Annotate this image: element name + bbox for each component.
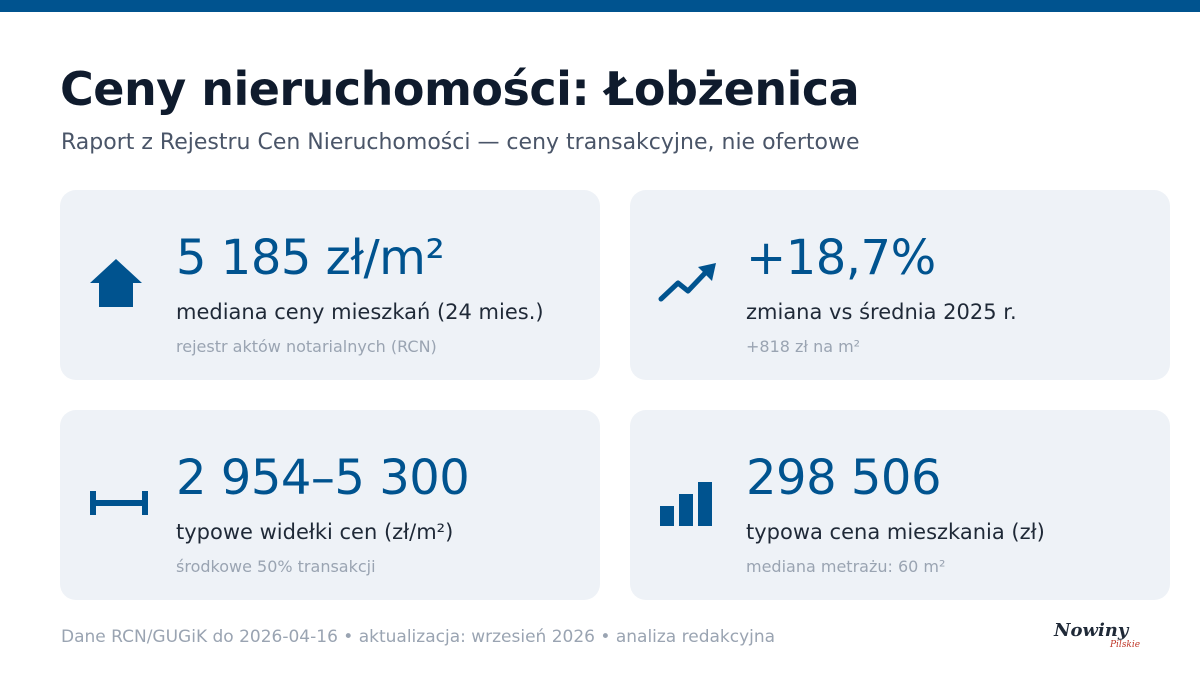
stat-value: +18,7% [746, 230, 936, 286]
publisher-logo: Nowiny Pilskie [1052, 620, 1144, 658]
stat-card-price-change: +18,7% zmiana vs średnia 2025 r. +818 zł… [630, 190, 1170, 380]
footer-source-note: Dane RCN/GUGiK do 2026-04-16 • aktualiza… [61, 627, 776, 647]
stat-note: +818 zł na m² [746, 337, 861, 356]
stat-label: typowa cena mieszkania (zł) [746, 520, 1045, 544]
range-icon [88, 488, 150, 522]
stat-note: środkowe 50% transakcji [176, 557, 376, 576]
top-accent-bar [0, 0, 1200, 12]
stat-note: rejestr aktów notarialnych (RCN) [176, 337, 437, 356]
logo-sub-text: Pilskie [1110, 640, 1141, 650]
logo-main-text: Nowiny [1054, 620, 1129, 641]
stat-card-median-price: 5 185 zł/m² mediana ceny mieszkań (24 mi… [60, 190, 600, 380]
stat-label: zmiana vs średnia 2025 r. [746, 300, 1017, 324]
page-subtitle: Raport z Rejestru Cen Nieruchomości — ce… [61, 130, 860, 155]
page-title: Ceny nieruchomości: Łobżenica [60, 62, 860, 116]
stat-value: 298 506 [746, 450, 942, 506]
stat-note: mediana metrażu: 60 m² [746, 557, 946, 576]
house-icon [88, 257, 144, 313]
bar-chart-icon [658, 480, 714, 530]
stat-card-price-range: 2 954–5 300 typowe widełki cen (zł/m²) ś… [60, 410, 600, 600]
stat-card-typical-price: 298 506 typowa cena mieszkania (zł) medi… [630, 410, 1170, 600]
stat-value: 2 954–5 300 [176, 450, 470, 506]
stat-value: 5 185 zł/m² [176, 230, 445, 286]
stat-label: mediana ceny mieszkań (24 mies.) [176, 300, 544, 324]
trend-up-icon [658, 261, 718, 309]
stat-label: typowe widełki cen (zł/m²) [176, 520, 454, 544]
